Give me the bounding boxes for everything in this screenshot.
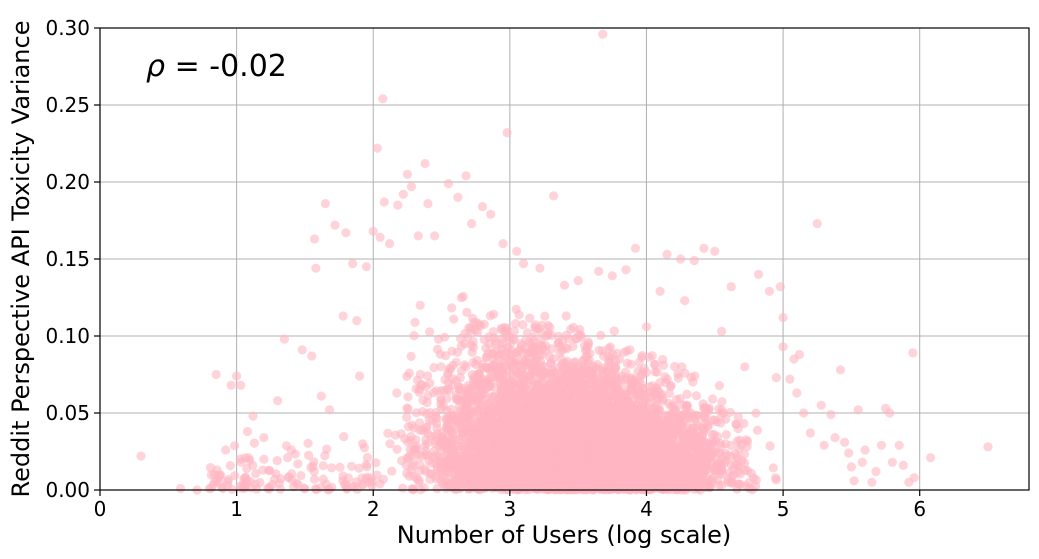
data-point: [740, 458, 750, 468]
data-point: [682, 389, 692, 399]
data-point: [422, 397, 432, 408]
data-point: [647, 351, 657, 361]
data-point: [609, 326, 619, 336]
data-point: [421, 382, 431, 392]
data-point: [726, 440, 736, 451]
data-point: [731, 419, 741, 429]
data-point: [540, 311, 550, 321]
data-point: [721, 430, 731, 440]
data-point: [717, 480, 727, 490]
data-point: [509, 326, 519, 336]
data-point: [510, 319, 521, 329]
data-point: [404, 368, 414, 378]
data-point: [622, 358, 632, 368]
data-point: [425, 327, 435, 337]
data-point: [485, 311, 495, 321]
data-point: [637, 352, 647, 362]
data-point: [383, 428, 393, 438]
data-point: [412, 444, 422, 454]
data-point: [409, 331, 419, 341]
data-point: [432, 484, 442, 494]
data-point: [673, 373, 684, 383]
data-point: [470, 325, 480, 335]
data-point: [459, 339, 470, 349]
data-point: [458, 291, 468, 302]
data-point: [442, 384, 453, 394]
data-point: [440, 351, 451, 361]
data-point: [402, 412, 412, 422]
data-point: [387, 466, 397, 476]
data-point: [414, 387, 424, 397]
data-point: [456, 383, 466, 393]
data-point: [511, 304, 521, 314]
data-point: [561, 311, 571, 321]
data-point: [739, 449, 750, 459]
data-point: [708, 394, 718, 404]
data-point: [451, 357, 461, 367]
data-point: [402, 403, 412, 413]
data-point: [765, 441, 775, 451]
data-point: [481, 343, 491, 353]
data-point: [591, 362, 601, 372]
data-point: [721, 456, 731, 466]
data-point: [596, 330, 606, 340]
data-point: [662, 374, 672, 384]
data-point: [479, 335, 489, 345]
data-point: [467, 347, 477, 357]
data-point: [447, 303, 457, 313]
data-point: [371, 458, 381, 468]
data-point: [440, 332, 450, 342]
data-point: [701, 403, 712, 413]
data-point: [654, 386, 664, 396]
data-point: [771, 475, 782, 485]
data-point: [497, 342, 507, 352]
data-point: [436, 362, 446, 372]
data-point: [409, 423, 419, 433]
data-point: [564, 334, 574, 344]
data-point: [517, 341, 527, 351]
data-point: [466, 418, 476, 428]
data-point: [543, 320, 553, 330]
data-point: [461, 362, 471, 372]
scatter-points: [136, 29, 993, 495]
data-point: [547, 344, 557, 354]
data-point: [406, 351, 416, 361]
data-point: [452, 347, 463, 357]
data-point: [423, 371, 433, 381]
data-point: [733, 454, 743, 464]
data-point: [396, 429, 406, 439]
data-point: [432, 344, 443, 354]
data-point: [411, 435, 421, 445]
data-point: [691, 391, 702, 401]
data-point: [472, 355, 482, 365]
data-point: [658, 354, 668, 365]
data-point: [412, 375, 423, 385]
data-point: [392, 388, 402, 398]
data-point: [410, 317, 420, 327]
data-point: [505, 354, 515, 365]
data-point: [538, 369, 548, 379]
data-point: [513, 413, 523, 424]
data-point: [472, 318, 482, 328]
data-point: [733, 412, 743, 422]
data-point: [518, 320, 528, 330]
data-point: [742, 466, 752, 476]
data-point: [449, 314, 459, 324]
data-point: [666, 381, 676, 391]
data-point: [429, 362, 439, 373]
data-point: [585, 370, 595, 380]
data-point: [597, 346, 608, 356]
data-point: [619, 347, 629, 357]
data-point: [488, 349, 498, 359]
data-point: [415, 460, 425, 470]
data-point: [525, 313, 535, 323]
data-point: [488, 327, 498, 337]
data-point: [717, 397, 727, 407]
data-point: [664, 388, 675, 398]
data-point: [714, 448, 725, 458]
data-point: [690, 371, 700, 381]
data-point: [385, 439, 395, 449]
